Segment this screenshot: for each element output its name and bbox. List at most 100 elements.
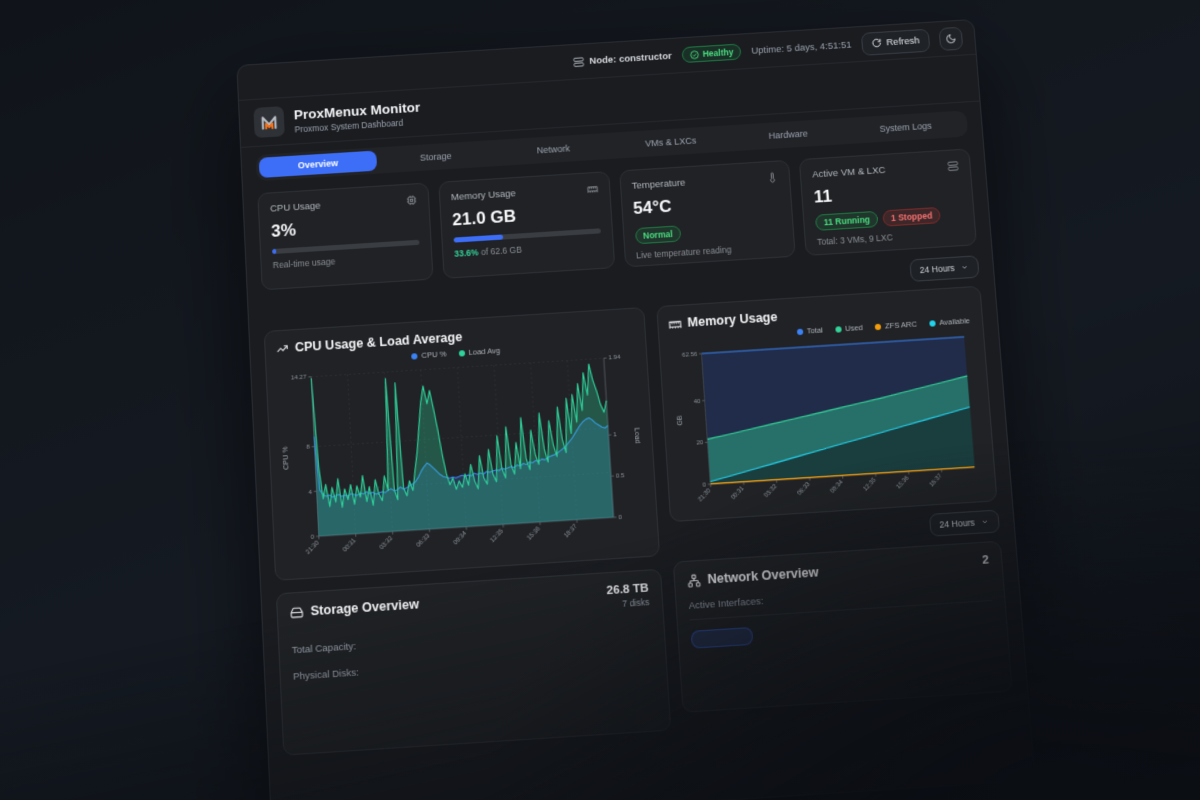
tab-vms-lxcs[interactable]: VMs & LXCs (644, 135, 697, 149)
memory-chip-icon (668, 316, 682, 330)
cpu-usage-value: 3% (270, 220, 297, 241)
cpu-usage-label: CPU Usage (269, 200, 321, 215)
active-interfaces-count: 2 (981, 554, 990, 567)
cpu-usage-caption: Real-time usage (272, 256, 336, 271)
cpu-icon (405, 194, 417, 206)
time-range-dropdown-2[interactable]: 24 Hours (928, 509, 1001, 537)
svg-text:12:35: 12:35 (489, 527, 506, 544)
memory-usage-value: 21.0 GB (451, 206, 517, 230)
legend-item: CPU % (411, 349, 447, 360)
network-interface-badge (690, 626, 754, 649)
svg-text:0: 0 (310, 533, 314, 541)
svg-text:14.27: 14.27 (291, 374, 308, 382)
active-vm-lxc-value: 11 (813, 186, 833, 207)
tab-hardware[interactable]: Hardware (768, 128, 809, 141)
storage-total-value: 26.8 TB (606, 582, 649, 598)
temperature-value: 54°C (632, 196, 673, 219)
svg-text:40: 40 (693, 399, 701, 406)
cpu-load-chart: 21:30 00:31 03:32 06:33 09:34 12:35 15:36 18:37… (283, 354, 641, 556)
active-interfaces-label: Active Interfaces: (688, 581, 993, 621)
svg-text:62.56: 62.56 (682, 352, 698, 359)
active-vm-lxc-label: Active VM & LXC (811, 164, 886, 181)
memory-progress-fill (453, 234, 503, 243)
network-overview-title: Network Overview (707, 564, 820, 587)
legend-item: Load Avg (458, 346, 500, 358)
svg-text:0: 0 (618, 514, 623, 522)
charts-section: CPU Usage & Load Average CPU % Load Avg … (263, 285, 1015, 757)
tab-overview[interactable]: Overview (258, 150, 378, 178)
memory-chart-card: Memory Usage Total Used ZFS ARC Availabl… (655, 285, 998, 523)
hard-drive-icon (290, 605, 304, 619)
storage-row-physical-disks: Physical Disks: (292, 667, 360, 684)
svg-text:0.5: 0.5 (616, 472, 626, 480)
vm-total-caption: Total: 3 VMs, 9 LXC (816, 232, 894, 248)
storage-overview-card: Storage Overview 26.8 TB 7 disks Total C… (275, 569, 672, 757)
dashboard-content: Overview Storage Network VMs & LXCs Hard… (241, 102, 1030, 772)
svg-text:06:33: 06:33 (415, 532, 432, 549)
svg-text:15:36: 15:36 (895, 475, 910, 491)
server-stack-icon (947, 160, 959, 172)
svg-text:18:37: 18:37 (563, 522, 580, 539)
memory-usage-label: Memory Usage (450, 188, 517, 204)
theme-toggle-button[interactable] (938, 26, 964, 51)
server-icon (573, 56, 585, 68)
health-badge: Healthy (681, 43, 742, 64)
svg-text:18:37: 18:37 (928, 473, 943, 489)
left-column: CPU Usage & Load Average CPU % Load Avg … (263, 307, 672, 757)
check-circle-icon (689, 50, 699, 60)
svg-text:03:32: 03:32 (763, 483, 779, 499)
right-column: Memory Usage Total Used ZFS ARC Availabl… (655, 285, 1013, 713)
svg-text:21:30: 21:30 (304, 539, 321, 556)
svg-text:0: 0 (702, 482, 707, 488)
memory-usage-card: Memory Usage 21.0 GB 33.6% of 62.6 GB (438, 171, 615, 279)
svg-text:CPU %: CPU % (283, 446, 291, 470)
stopped-badge: 1 Stopped (882, 206, 942, 227)
temperature-caption: Live temperature reading (635, 244, 732, 261)
proxmenux-m-logo (253, 106, 285, 139)
svg-text:1: 1 (613, 431, 618, 438)
network-nodes-icon (687, 573, 701, 587)
storage-overview-title: Storage Overview (310, 597, 420, 619)
svg-text:4: 4 (308, 489, 312, 497)
memory-chart-title: Memory Usage (687, 309, 778, 330)
cpu-progress-fill (272, 248, 277, 255)
svg-text:8: 8 (306, 444, 310, 451)
network-overview-card: Network Overview 2 Active Interfaces: (672, 540, 1013, 713)
legend-item: Used (834, 323, 863, 334)
cpu-usage-card: CPU Usage 3% Real-time usage (257, 182, 434, 291)
svg-text:Load: Load (633, 428, 641, 444)
refresh-button[interactable]: Refresh (860, 28, 931, 56)
svg-text:1.94: 1.94 (608, 354, 621, 362)
refresh-icon (871, 38, 882, 49)
time-range-dropdown[interactable]: 24 Hours (908, 255, 980, 282)
tab-network[interactable]: Network (536, 143, 571, 156)
svg-text:06:33: 06:33 (796, 481, 811, 497)
svg-text:15:36: 15:36 (526, 525, 543, 542)
svg-text:12:35: 12:35 (862, 477, 877, 493)
svg-text:00:31: 00:31 (730, 485, 746, 501)
memory-chip-icon (586, 183, 598, 195)
svg-text:09:34: 09:34 (452, 530, 469, 547)
chevron-down-icon (960, 263, 969, 272)
memory-usage-caption: 33.6% of 62.6 GB (453, 244, 523, 259)
svg-text:09:34: 09:34 (829, 479, 844, 495)
svg-text:00:31: 00:31 (341, 537, 358, 554)
temperature-card: Temperature 54°C Normal Live temperature… (618, 159, 796, 268)
tab-system-logs[interactable]: System Logs (879, 120, 933, 134)
svg-text:20: 20 (696, 440, 704, 447)
memory-chart: 21:30 00:31 03:32 06:33 09:34 12:35 15:36 18:37… (677, 327, 986, 503)
svg-text:GB: GB (677, 415, 685, 426)
running-badge: 11 Running (815, 210, 879, 231)
cpu-load-chart-card: CPU Usage & Load Average CPU % Load Avg … (263, 307, 660, 582)
moon-icon (945, 33, 957, 45)
uptime-text: Uptime: 5 days, 4:51:51 (750, 39, 852, 57)
svg-text:21:30: 21:30 (697, 487, 713, 503)
app-window: Node: constructor Healthy Uptime: 5 days… (236, 18, 1036, 800)
legend-item: Total (796, 325, 823, 336)
tab-storage[interactable]: Storage (419, 150, 452, 163)
temperature-label: Temperature (631, 177, 686, 192)
legend-item: ZFS ARC (874, 319, 917, 331)
trending-up-icon (275, 341, 289, 355)
thermometer-icon (767, 172, 779, 184)
chevron-down-icon (980, 517, 989, 526)
